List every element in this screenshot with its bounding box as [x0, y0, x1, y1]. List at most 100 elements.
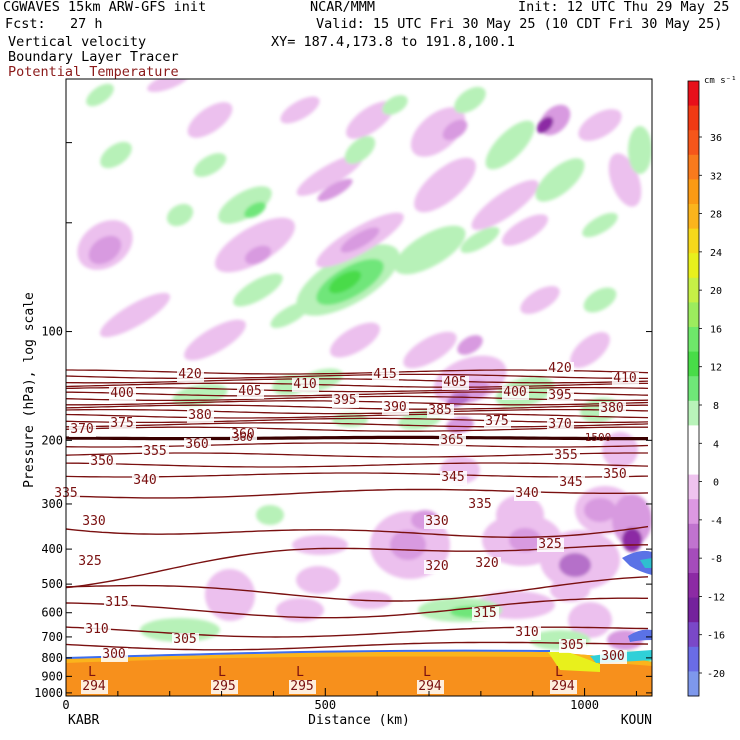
- velocity-blob: [296, 566, 340, 594]
- init-time: Init: 12 UTC Thu 29 May 25: [518, 0, 730, 15]
- velocity-blob: [570, 332, 610, 368]
- colorbar-swatch: [688, 81, 699, 106]
- velocity-blob: [193, 153, 227, 177]
- velocity-blob: [147, 79, 189, 92]
- colorbar-swatch: [688, 204, 699, 229]
- velocity-blob: [394, 225, 466, 275]
- velocity-blob: [410, 107, 466, 157]
- strong-updraft-core: [640, 558, 652, 568]
- theta-label-bg: [442, 376, 469, 390]
- theta-contour: [66, 408, 649, 415]
- velocity-blob: [99, 292, 171, 338]
- colorbar-label: 16: [710, 324, 722, 335]
- theta-label: 294: [551, 679, 575, 694]
- theta-label-bg: [77, 555, 104, 569]
- field-potential-temperature: Potential Temperature: [8, 64, 179, 80]
- velocity-blob: [140, 618, 220, 642]
- velocity-blob: [454, 86, 486, 114]
- velocity-blob: [204, 569, 256, 621]
- colorbar-swatch: [688, 130, 699, 156]
- theta-label-bg: [612, 372, 639, 386]
- potential-temperature-labels: 420 415 420 410 400 405 410 405 400 395 395 390 385 3…: [53, 361, 639, 694]
- theta-label-bg: [89, 455, 116, 469]
- theta-label-bg: [547, 418, 574, 432]
- colorbar-swatch: [688, 351, 699, 377]
- theta-label-bg: [547, 362, 574, 376]
- velocity-blob: [390, 530, 426, 560]
- velocity-blob: [559, 553, 591, 577]
- theta-contour: [66, 525, 649, 538]
- colorbar-swatch: [688, 228, 699, 254]
- theta-contour: [66, 626, 649, 638]
- theta-label-bg: [467, 498, 494, 512]
- theta-label: 330: [425, 514, 448, 529]
- theta-label-bg: [550, 680, 577, 694]
- velocity-blob: [328, 270, 362, 294]
- colorbar-swatch: [688, 425, 699, 451]
- theta-label: 305: [173, 632, 196, 647]
- colorbar-swatch: [688, 646, 699, 672]
- theta-contour: [66, 597, 648, 619]
- colorbar-swatch: [688, 548, 699, 574]
- theta-label: 365: [440, 433, 463, 448]
- colorbar-swatch: [688, 376, 699, 402]
- theta-label-bg: [372, 368, 399, 382]
- pbl-low-marker: L: [423, 665, 431, 680]
- velocity-blob: [602, 432, 638, 468]
- velocity-blob: [330, 322, 380, 358]
- theta-label: 320: [475, 556, 498, 571]
- velocity-blob: [256, 505, 284, 525]
- colorbar-swatch: [688, 253, 699, 279]
- velocity-blob: [184, 319, 246, 361]
- theta-contour: [66, 386, 649, 393]
- theta-label-bg: [427, 404, 454, 418]
- colorbar-label: 0: [713, 478, 719, 489]
- theta-label-bg: [292, 378, 319, 392]
- theta-label-bg: [537, 538, 564, 552]
- pbl-edge: [66, 649, 551, 659]
- left-endpoint-label: KABR: [68, 713, 99, 728]
- theta-label: 294: [82, 679, 106, 694]
- pbl-top-band: [66, 651, 652, 666]
- field-vertical-velocity: Vertical velocity: [8, 34, 147, 50]
- theta-contour: [66, 404, 648, 410]
- theta-label: 300: [102, 647, 125, 662]
- velocity-blob: [442, 119, 468, 141]
- colorbar-label: 36: [710, 133, 722, 144]
- theta-label: 410: [293, 377, 316, 392]
- theta-label: 335: [468, 497, 491, 512]
- colorbar-swatch: [688, 179, 699, 205]
- velocity-blob: [280, 96, 320, 124]
- colorbar-label: 4: [713, 439, 719, 450]
- velocity-blob: [582, 212, 618, 238]
- theta-label: 360: [231, 427, 254, 442]
- theta-label: 315: [105, 595, 128, 610]
- x-axis-label: Distance (km): [308, 713, 410, 728]
- cross-section-xy: XY= 187.4,173.8 to 191.8,100.1: [271, 34, 515, 50]
- velocity-blob: [414, 157, 476, 213]
- plot-frame: [65, 78, 653, 697]
- theta-label: 380: [600, 401, 623, 416]
- theta-contour: [66, 462, 649, 468]
- theta-contour: [66, 472, 649, 478]
- colorbar: cm s⁻¹ 36 32 28 24 20 16 12 8 4 0 -4 -8 -12 -16 -20: [687, 76, 737, 697]
- theta-label-bg: [484, 415, 511, 429]
- theta-label: 400: [110, 386, 133, 401]
- velocity-blob: [276, 598, 324, 622]
- theta-label-bg: [81, 515, 108, 529]
- theta-label: 360: [185, 437, 208, 452]
- velocity-blob: [296, 154, 364, 196]
- x-tick-label: 0: [62, 698, 69, 712]
- velocity-blob: [509, 528, 541, 552]
- theta-label-bg: [502, 386, 529, 400]
- velocity-blob: [612, 494, 652, 546]
- velocity-blob: [88, 235, 122, 265]
- theta-label-bg: [172, 633, 199, 647]
- theta-label: 310: [85, 622, 108, 637]
- velocity-blob: [485, 120, 535, 170]
- theta-label-bg: [187, 409, 214, 423]
- theta-label: 370: [70, 422, 93, 437]
- y-axis-label: Pressure (hPa), log scale: [22, 292, 37, 488]
- theta-label: 325: [78, 554, 101, 569]
